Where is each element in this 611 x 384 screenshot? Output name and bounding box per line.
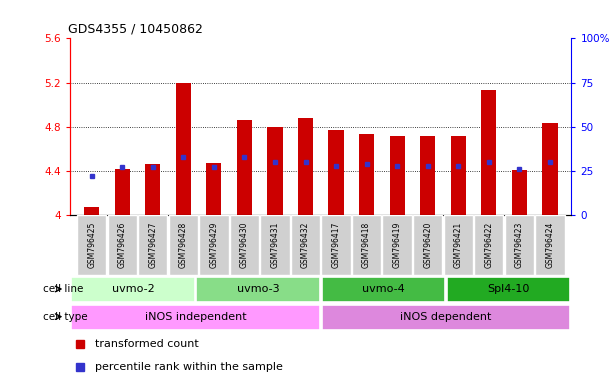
Text: uvmo-3: uvmo-3 — [237, 284, 279, 294]
Bar — [207, 163, 222, 215]
Text: iNOS dependent: iNOS dependent — [400, 312, 492, 322]
Bar — [474, 215, 503, 275]
Bar — [390, 136, 405, 215]
Bar — [444, 215, 473, 275]
Bar — [322, 305, 570, 329]
Text: uvmo-4: uvmo-4 — [362, 284, 404, 294]
Bar — [260, 215, 290, 275]
Text: uvmo-2: uvmo-2 — [112, 284, 154, 294]
Bar — [230, 215, 259, 275]
Bar — [322, 277, 445, 302]
Bar — [71, 305, 320, 329]
Text: GSM796428: GSM796428 — [179, 222, 188, 268]
Bar — [199, 215, 229, 275]
Bar — [298, 118, 313, 215]
Bar — [84, 207, 100, 215]
Bar — [505, 215, 534, 275]
Bar — [169, 215, 198, 275]
Text: cell type: cell type — [43, 312, 87, 322]
Text: GSM796427: GSM796427 — [148, 222, 157, 268]
Bar — [115, 169, 130, 215]
Bar — [176, 83, 191, 215]
Text: GSM796417: GSM796417 — [332, 222, 340, 268]
Bar — [291, 215, 320, 275]
Bar — [543, 123, 558, 215]
Bar — [447, 277, 570, 302]
Text: cell line: cell line — [43, 284, 83, 294]
Text: GDS4355 / 10450862: GDS4355 / 10450862 — [68, 23, 203, 36]
Text: GSM796425: GSM796425 — [87, 222, 96, 268]
Bar — [329, 130, 344, 215]
Bar — [512, 170, 527, 215]
Bar — [481, 90, 497, 215]
Text: GSM796418: GSM796418 — [362, 222, 371, 268]
Bar — [420, 136, 436, 215]
Text: GSM796420: GSM796420 — [423, 222, 432, 268]
Text: GSM796423: GSM796423 — [515, 222, 524, 268]
Bar — [451, 136, 466, 215]
Bar — [237, 120, 252, 215]
Text: GSM796430: GSM796430 — [240, 222, 249, 268]
Text: GSM796431: GSM796431 — [271, 222, 279, 268]
Bar — [382, 215, 412, 275]
Bar — [352, 215, 381, 275]
Bar — [413, 215, 442, 275]
Bar — [197, 277, 320, 302]
Bar — [138, 215, 167, 275]
Text: GSM796424: GSM796424 — [546, 222, 554, 268]
Bar — [108, 215, 137, 275]
Text: iNOS independent: iNOS independent — [145, 312, 246, 322]
Bar — [71, 277, 194, 302]
Bar — [145, 164, 161, 215]
Text: GSM796419: GSM796419 — [393, 222, 401, 268]
Text: GSM796421: GSM796421 — [454, 222, 463, 268]
Text: GSM796429: GSM796429 — [210, 222, 218, 268]
Text: transformed count: transformed count — [95, 339, 199, 349]
Text: GSM796426: GSM796426 — [118, 222, 126, 268]
Text: percentile rank within the sample: percentile rank within the sample — [95, 362, 283, 372]
Bar — [535, 215, 565, 275]
Bar — [359, 134, 375, 215]
Text: Spl4-10: Spl4-10 — [488, 284, 530, 294]
Text: GSM796432: GSM796432 — [301, 222, 310, 268]
Text: GSM796422: GSM796422 — [485, 222, 493, 268]
Bar — [321, 215, 351, 275]
Bar — [77, 215, 106, 275]
Bar — [268, 127, 283, 215]
